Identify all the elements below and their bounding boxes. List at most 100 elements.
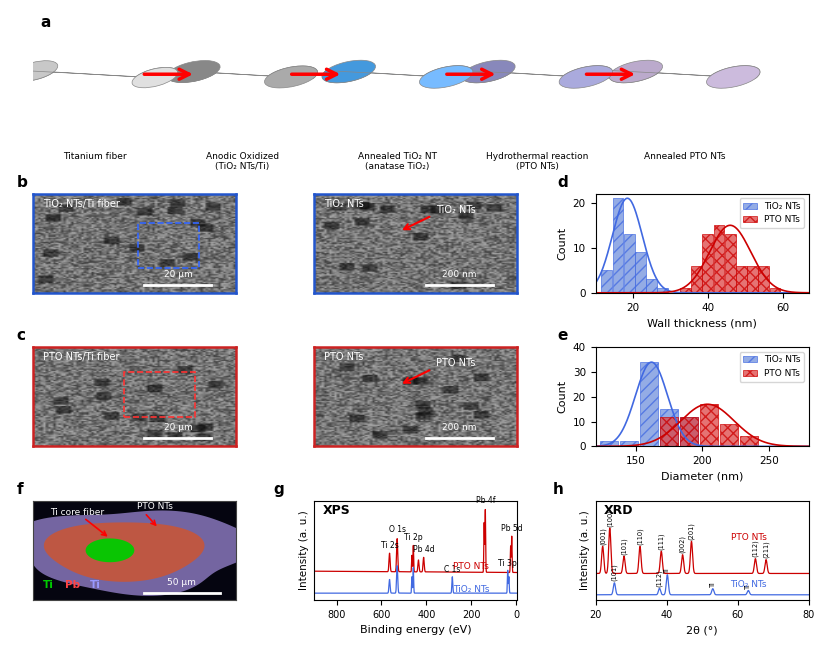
Text: Annealed PTO NTs: Annealed PTO NTs <box>644 152 725 161</box>
Bar <box>680 288 690 293</box>
Bar <box>124 372 195 417</box>
Text: PTO NTs: PTO NTs <box>453 562 489 571</box>
Text: PTO NTs: PTO NTs <box>136 502 172 511</box>
Text: (100): (100) <box>607 509 613 526</box>
Text: Ti: Ti <box>89 580 100 590</box>
Text: TiO₂ NTs/Ti fiber: TiO₂ NTs/Ti fiber <box>43 199 120 209</box>
Bar <box>680 417 698 446</box>
Text: TiO₂ NTs: TiO₂ NTs <box>453 584 490 593</box>
Y-axis label: Intensity (a. u.): Intensity (a. u.) <box>299 510 309 590</box>
Text: PTO NTs/Ti fiber: PTO NTs/Ti fiber <box>43 352 120 362</box>
Bar <box>699 404 718 446</box>
Text: PTO NTs: PTO NTs <box>324 352 364 362</box>
Bar <box>725 234 736 293</box>
Text: Titanium fiber: Titanium fiber <box>63 152 126 161</box>
Text: Annealed TiO₂ NT
(anatase TiO₂): Annealed TiO₂ NT (anatase TiO₂) <box>358 152 437 171</box>
Ellipse shape <box>322 60 375 83</box>
Text: 200 nm: 200 nm <box>442 270 476 279</box>
X-axis label: Diameter (nm): Diameter (nm) <box>661 471 743 482</box>
Polygon shape <box>18 510 256 596</box>
Bar <box>660 409 678 446</box>
Text: Ti: Ti <box>710 582 716 588</box>
Text: 50 μm: 50 μm <box>167 578 195 587</box>
Text: PTO NTs: PTO NTs <box>436 358 475 368</box>
Bar <box>747 266 758 293</box>
Text: XRD: XRD <box>604 504 634 517</box>
Text: h: h <box>553 482 564 497</box>
Bar <box>740 437 758 446</box>
Bar <box>702 234 713 293</box>
Text: Ti: Ti <box>745 583 751 589</box>
Text: 20 μm: 20 μm <box>163 270 192 279</box>
Text: Pb 4f: Pb 4f <box>475 496 495 505</box>
Polygon shape <box>44 522 204 582</box>
Text: C 1s: C 1s <box>444 566 461 574</box>
Text: TiO₂ NTs: TiO₂ NTs <box>731 580 767 589</box>
Polygon shape <box>609 66 760 83</box>
Text: (002): (002) <box>679 535 686 553</box>
Text: PTO NTs: PTO NTs <box>731 533 767 542</box>
Polygon shape <box>322 66 473 83</box>
Text: b: b <box>16 175 27 190</box>
Text: (001): (001) <box>599 527 606 545</box>
Bar <box>713 225 724 293</box>
Ellipse shape <box>609 60 663 83</box>
Text: (111): (111) <box>658 532 664 550</box>
Y-axis label: Count: Count <box>557 227 567 260</box>
Bar <box>601 270 612 293</box>
Ellipse shape <box>12 61 57 81</box>
Ellipse shape <box>707 66 760 88</box>
Text: Ti: Ti <box>43 580 54 590</box>
Text: TiO₂ NTs: TiO₂ NTs <box>436 204 475 215</box>
X-axis label: 2θ (°): 2θ (°) <box>686 625 718 635</box>
Text: (101): (101) <box>611 564 617 581</box>
Y-axis label: Count: Count <box>557 381 567 413</box>
Text: (201): (201) <box>688 522 695 540</box>
Ellipse shape <box>420 66 473 88</box>
Text: TiO₂ NTs: TiO₂ NTs <box>324 199 364 209</box>
Polygon shape <box>12 67 177 81</box>
Text: (112): (112) <box>752 539 759 557</box>
Bar <box>139 223 200 268</box>
Bar <box>691 266 702 293</box>
X-axis label: Binding energy (eV): Binding energy (eV) <box>360 625 471 635</box>
Bar <box>736 266 747 293</box>
Text: Pb 5d: Pb 5d <box>501 524 523 533</box>
Text: Ti core fiber: Ti core fiber <box>50 508 104 517</box>
Bar <box>759 266 769 293</box>
Ellipse shape <box>461 60 515 83</box>
Polygon shape <box>85 539 135 562</box>
Polygon shape <box>461 66 612 83</box>
Text: XPS: XPS <box>323 504 350 517</box>
Bar <box>720 424 738 446</box>
Text: Ti: Ti <box>664 568 670 573</box>
Bar <box>769 288 781 293</box>
Bar <box>600 441 618 446</box>
Text: f: f <box>16 482 23 497</box>
Text: 20 μm: 20 μm <box>163 424 192 432</box>
Bar <box>612 198 623 293</box>
Text: (211): (211) <box>763 541 769 558</box>
Text: c: c <box>16 328 25 343</box>
Legend: TiO₂ NTs, PTO NTs: TiO₂ NTs, PTO NTs <box>740 352 805 382</box>
Text: Pb: Pb <box>66 580 80 590</box>
Text: Pb 4d: Pb 4d <box>413 545 434 554</box>
Bar <box>660 417 678 446</box>
Bar <box>658 288 668 293</box>
Polygon shape <box>167 66 318 83</box>
Text: e: e <box>557 328 567 343</box>
Text: Hydrothermal reaction
(PTO NTs): Hydrothermal reaction (PTO NTs) <box>486 152 589 171</box>
Bar <box>680 417 698 446</box>
Text: (101): (101) <box>621 537 627 555</box>
Text: Anodic Oxidized
(TiO₂ NTs/Ti): Anodic Oxidized (TiO₂ NTs/Ti) <box>206 152 279 171</box>
Bar <box>640 362 658 446</box>
Ellipse shape <box>167 61 220 83</box>
Bar <box>620 441 638 446</box>
Text: d: d <box>557 175 568 190</box>
Text: (112): (112) <box>656 569 663 587</box>
Text: Ti 2p: Ti 2p <box>404 533 423 542</box>
Bar <box>624 234 635 293</box>
Text: 200 nm: 200 nm <box>442 424 476 432</box>
Text: (110): (110) <box>637 527 643 545</box>
Ellipse shape <box>264 66 318 88</box>
